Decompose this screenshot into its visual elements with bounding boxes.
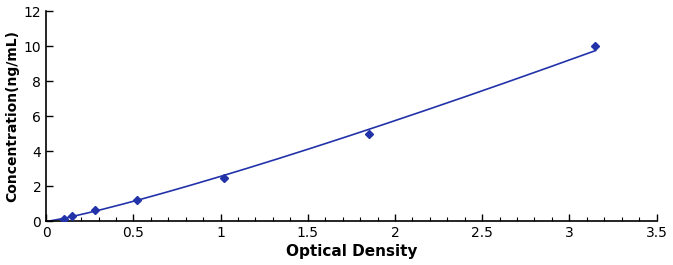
Y-axis label: Concentration(ng/mL): Concentration(ng/mL) [5, 30, 20, 202]
X-axis label: Optical Density: Optical Density [285, 244, 417, 259]
